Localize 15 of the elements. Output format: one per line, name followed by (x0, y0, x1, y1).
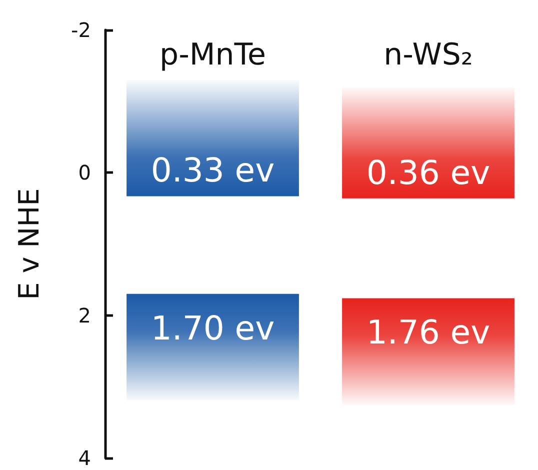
y-tick-label: 0 (78, 160, 91, 185)
bar (342, 298, 514, 406)
y-axis-title: E v NHE (12, 188, 46, 300)
bar (126, 294, 299, 401)
data-label: 1.70 ev (150, 308, 275, 348)
data-label: 0.33 ev (150, 150, 275, 190)
y-tick-label: -2 (71, 18, 91, 42)
y-tick-label: 2 (78, 303, 91, 328)
x-tick-label: p-MnTe (160, 38, 266, 72)
data-label: 0.36 ev (366, 152, 490, 192)
x-tick-label: n-WS₂ (384, 38, 473, 72)
bar (126, 80, 299, 196)
bar (342, 87, 514, 198)
y-tick-label: 4 (78, 446, 91, 470)
data-label: 1.76 ev (366, 312, 490, 352)
